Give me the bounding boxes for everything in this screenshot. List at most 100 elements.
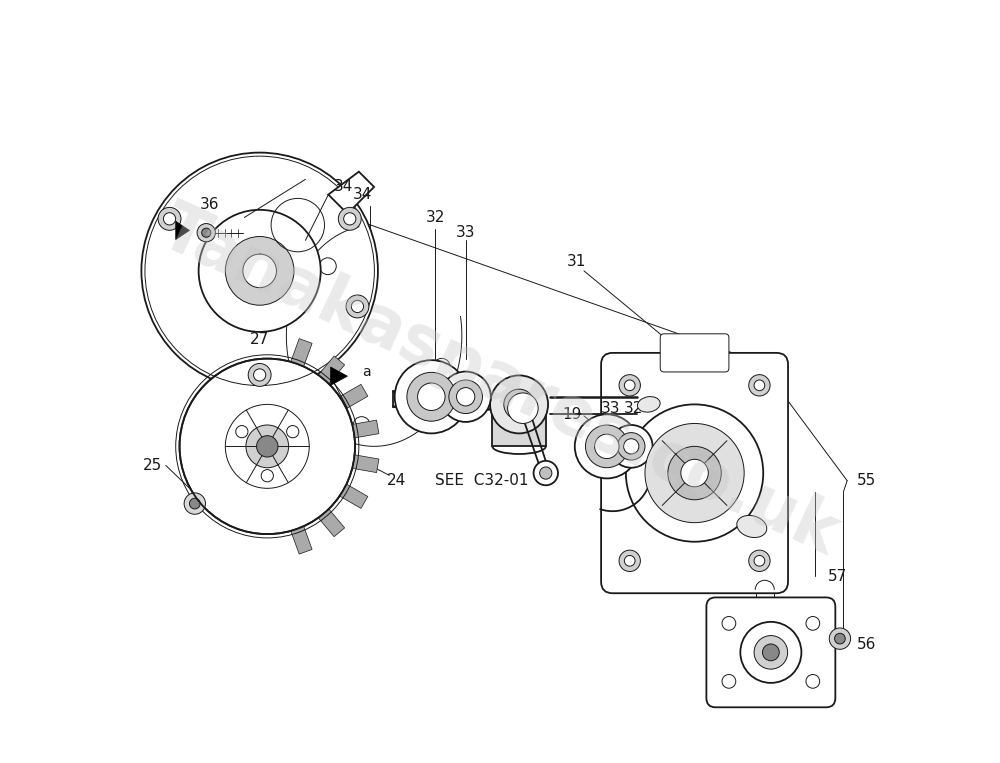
- Polygon shape: [328, 172, 374, 214]
- Text: SEE  C32-01: SEE C32-01: [435, 473, 529, 488]
- Circle shape: [668, 446, 721, 500]
- Circle shape: [243, 254, 276, 288]
- Circle shape: [141, 153, 378, 389]
- Circle shape: [261, 470, 273, 482]
- Circle shape: [344, 213, 356, 225]
- Text: 32: 32: [624, 401, 643, 416]
- FancyBboxPatch shape: [660, 334, 729, 372]
- Circle shape: [534, 461, 558, 485]
- Circle shape: [540, 467, 552, 479]
- Circle shape: [163, 213, 176, 225]
- Circle shape: [835, 633, 845, 644]
- Circle shape: [202, 228, 211, 237]
- Text: 36: 36: [200, 197, 220, 212]
- Circle shape: [749, 375, 770, 396]
- Polygon shape: [353, 420, 379, 438]
- Circle shape: [749, 550, 770, 571]
- Circle shape: [806, 617, 820, 630]
- Circle shape: [287, 426, 299, 438]
- Polygon shape: [318, 356, 345, 384]
- Circle shape: [508, 393, 538, 423]
- Text: 33: 33: [456, 225, 475, 240]
- Circle shape: [645, 423, 744, 523]
- Polygon shape: [331, 367, 347, 385]
- Circle shape: [504, 389, 534, 420]
- Circle shape: [681, 459, 708, 487]
- Circle shape: [624, 380, 635, 391]
- Text: 24: 24: [387, 473, 407, 488]
- Circle shape: [740, 622, 801, 683]
- Circle shape: [353, 417, 370, 433]
- Text: 34: 34: [353, 187, 372, 202]
- Circle shape: [225, 404, 309, 488]
- Circle shape: [351, 301, 364, 313]
- Circle shape: [319, 258, 336, 275]
- Circle shape: [254, 369, 266, 381]
- Circle shape: [246, 425, 289, 468]
- Circle shape: [754, 380, 765, 391]
- Polygon shape: [340, 485, 368, 508]
- Circle shape: [199, 210, 321, 332]
- Text: 34: 34: [334, 179, 353, 195]
- Text: 55: 55: [857, 473, 876, 488]
- Ellipse shape: [637, 397, 660, 412]
- Circle shape: [754, 636, 788, 669]
- Circle shape: [158, 208, 181, 230]
- Text: a: a: [362, 365, 371, 379]
- Circle shape: [225, 237, 294, 305]
- Circle shape: [257, 436, 278, 457]
- Circle shape: [762, 644, 779, 661]
- Polygon shape: [353, 455, 379, 472]
- FancyBboxPatch shape: [601, 353, 788, 594]
- Text: Tanakaspares.co.uk: Tanakaspares.co.uk: [150, 195, 850, 568]
- Circle shape: [619, 375, 640, 396]
- Polygon shape: [492, 410, 546, 446]
- Polygon shape: [291, 526, 312, 554]
- Ellipse shape: [737, 516, 767, 537]
- Polygon shape: [176, 221, 189, 240]
- FancyBboxPatch shape: [706, 597, 835, 707]
- Circle shape: [189, 498, 200, 509]
- Circle shape: [457, 388, 475, 406]
- Circle shape: [595, 434, 619, 459]
- Text: 32: 32: [425, 210, 445, 225]
- Circle shape: [619, 550, 640, 571]
- Circle shape: [575, 414, 639, 478]
- Text: 19: 19: [563, 407, 582, 422]
- Polygon shape: [318, 509, 345, 536]
- Circle shape: [248, 363, 271, 386]
- Circle shape: [407, 372, 456, 421]
- Circle shape: [624, 555, 635, 566]
- Circle shape: [184, 493, 205, 514]
- Circle shape: [618, 433, 645, 460]
- Circle shape: [722, 674, 736, 688]
- Text: 31: 31: [567, 254, 586, 269]
- Circle shape: [433, 359, 450, 375]
- Text: 58: 58: [746, 523, 766, 538]
- Circle shape: [610, 425, 653, 468]
- Circle shape: [180, 359, 355, 534]
- Circle shape: [346, 295, 369, 318]
- Text: 33: 33: [601, 401, 620, 416]
- Circle shape: [829, 628, 851, 649]
- Polygon shape: [291, 339, 312, 366]
- Circle shape: [754, 555, 765, 566]
- Circle shape: [585, 425, 628, 468]
- Circle shape: [806, 674, 820, 688]
- Circle shape: [197, 224, 215, 242]
- Circle shape: [395, 360, 468, 433]
- Circle shape: [236, 426, 248, 438]
- Polygon shape: [340, 385, 368, 408]
- Circle shape: [722, 617, 736, 630]
- Text: 56: 56: [857, 637, 876, 652]
- Circle shape: [449, 380, 482, 414]
- Circle shape: [440, 372, 491, 422]
- Circle shape: [418, 383, 445, 410]
- Text: 27: 27: [250, 332, 269, 347]
- Circle shape: [624, 439, 639, 454]
- Circle shape: [626, 404, 763, 542]
- Circle shape: [490, 375, 548, 433]
- Text: 25: 25: [143, 458, 162, 473]
- Text: 57: 57: [828, 568, 847, 584]
- Circle shape: [338, 208, 361, 230]
